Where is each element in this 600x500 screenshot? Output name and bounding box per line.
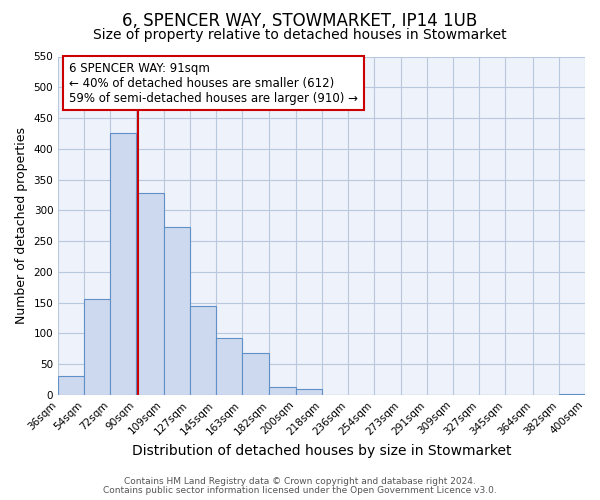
Text: 6 SPENCER WAY: 91sqm
← 40% of detached houses are smaller (612)
59% of semi-deta: 6 SPENCER WAY: 91sqm ← 40% of detached h… <box>69 62 358 104</box>
Bar <box>242 353 269 395</box>
Y-axis label: Number of detached properties: Number of detached properties <box>15 127 28 324</box>
Bar <box>84 300 110 395</box>
Bar <box>269 387 296 395</box>
X-axis label: Distribution of detached houses by size in Stowmarket: Distribution of detached houses by size … <box>132 444 511 458</box>
Text: 6, SPENCER WAY, STOWMARKET, IP14 1UB: 6, SPENCER WAY, STOWMARKET, IP14 1UB <box>122 12 478 30</box>
Bar <box>296 388 322 395</box>
Bar <box>190 306 216 395</box>
Bar <box>216 338 242 395</box>
Text: Contains HM Land Registry data © Crown copyright and database right 2024.: Contains HM Land Registry data © Crown c… <box>124 477 476 486</box>
Bar <box>58 376 84 395</box>
Bar <box>110 134 136 395</box>
Bar <box>559 394 585 395</box>
Bar <box>164 227 190 395</box>
Text: Size of property relative to detached houses in Stowmarket: Size of property relative to detached ho… <box>93 28 507 42</box>
Bar <box>136 193 164 395</box>
Text: Contains public sector information licensed under the Open Government Licence v3: Contains public sector information licen… <box>103 486 497 495</box>
